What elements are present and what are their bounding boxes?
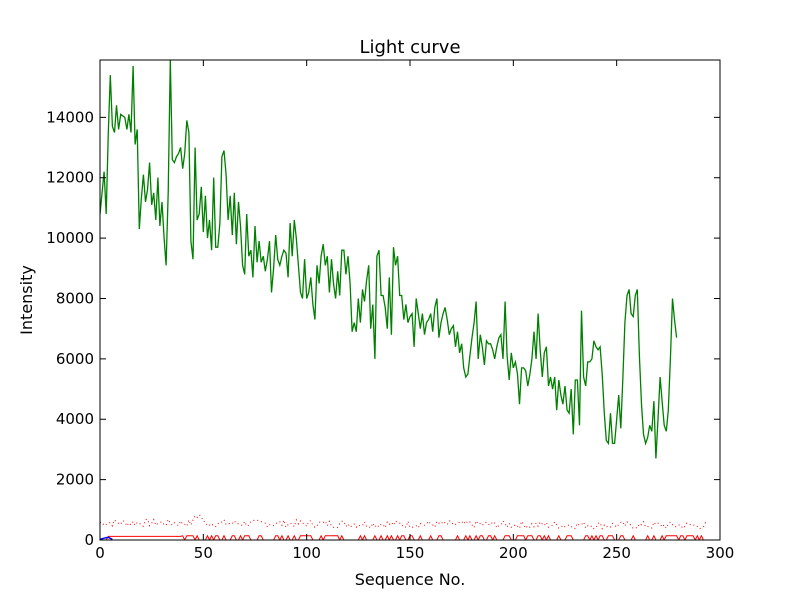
y-tick-label: 4000 — [56, 410, 94, 428]
x-tick-label: 100 — [292, 544, 321, 562]
y-axis-label: Intensity — [17, 265, 36, 335]
series-green-light-curve — [100, 60, 678, 459]
x-tick-label: 50 — [194, 544, 213, 562]
x-tick-label: 300 — [706, 544, 735, 562]
y-tick-label: 8000 — [56, 289, 94, 307]
x-axis-ticks: 0 50 100 150 200 250 300 — [95, 60, 734, 562]
y-tick-label: 14000 — [46, 108, 94, 126]
y-tick-label: 10000 — [46, 229, 94, 247]
plot-frame — [99, 59, 721, 541]
x-tick-label: 250 — [602, 544, 631, 562]
y-tick-label: 12000 — [46, 169, 94, 187]
y-tick-label: 0 — [84, 531, 94, 549]
x-tick-label: 0 — [95, 544, 105, 562]
chart-title: Light curve — [359, 37, 460, 58]
y-tick-label: 2000 — [56, 471, 94, 489]
y-axis-ticks: 0 2000 4000 6000 8000 10000 12000 14000 — [46, 108, 720, 549]
x-axis-label: Sequence No. — [355, 570, 466, 589]
series-red-solid — [100, 534, 708, 540]
x-tick-label: 150 — [396, 544, 425, 562]
x-tick-label: 200 — [499, 544, 528, 562]
plot-area — [100, 60, 708, 540]
series-blue — [100, 536, 113, 540]
y-tick-label: 6000 — [56, 350, 94, 368]
